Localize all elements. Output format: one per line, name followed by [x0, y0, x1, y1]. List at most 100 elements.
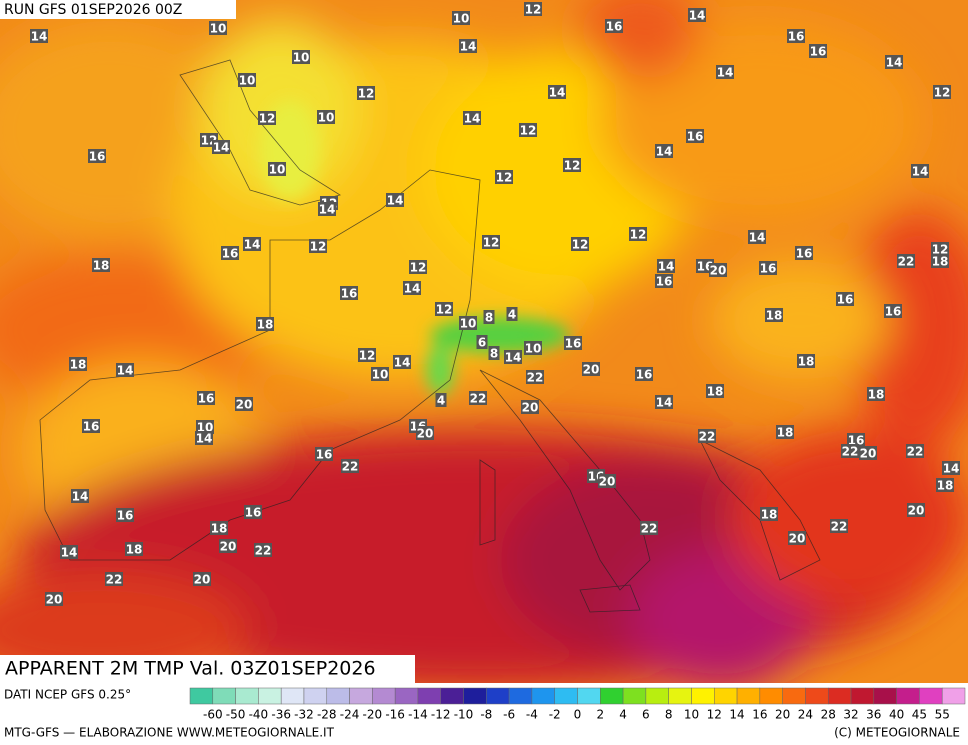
temperature-label: 16: [687, 130, 704, 144]
temperature-label: 18: [766, 309, 783, 323]
colorbar-swatch: [531, 687, 555, 705]
colorbar-swatch: [577, 687, 601, 705]
temperature-label: 16: [837, 293, 854, 307]
label-box: [686, 129, 704, 143]
label-box: [482, 235, 500, 249]
label-box: [548, 85, 566, 99]
temperature-label: 10: [269, 163, 286, 177]
temperature-label: 22: [527, 371, 544, 385]
temperature-label: 16: [89, 150, 106, 164]
label-box: [219, 539, 237, 553]
label-box: [459, 316, 477, 330]
label-box: [657, 259, 675, 273]
temperature-label: 22: [831, 520, 848, 534]
temperature-label: 16: [222, 247, 239, 261]
temperature-label: 20: [194, 573, 211, 587]
colorbar-swatch: [736, 687, 761, 705]
label-box: [483, 310, 495, 324]
label-box: [452, 11, 470, 25]
temperature-label: 12: [436, 303, 453, 317]
colorbar-tick-label: 6: [642, 708, 650, 722]
temperature-label: 14: [749, 231, 766, 245]
label-box: [688, 8, 706, 22]
run-label: RUN GFS 01SEP2026 00Z: [4, 2, 182, 18]
temperature-label: 20: [522, 401, 539, 415]
temperature-label: 20: [789, 532, 806, 546]
temperature-label: 22: [106, 573, 123, 587]
colorbar-swatch: [600, 687, 624, 705]
temperature-label: 12: [410, 261, 427, 275]
label-box: [254, 543, 272, 557]
temperature-label: 14: [658, 260, 675, 274]
colorbar-tick-label: 2: [596, 708, 604, 722]
temperature-label: 20: [908, 504, 925, 518]
label-box: [416, 426, 434, 440]
label-box: [598, 474, 616, 488]
temperature-label: 14: [31, 30, 48, 44]
label-box: [640, 521, 658, 535]
temperature-label: 18: [707, 385, 724, 399]
temperature-label: 16: [656, 275, 673, 289]
colorbar-swatch: [919, 687, 943, 705]
label-box: [526, 370, 544, 384]
temperature-label: 20: [46, 593, 63, 607]
temperature-label: 14: [117, 364, 134, 378]
temperature-label: 14: [656, 396, 673, 410]
temperature-label: 4: [437, 394, 445, 408]
colorbar-tick-label: -10: [454, 708, 474, 722]
label-box: [655, 144, 673, 158]
temperature-label: 16: [341, 287, 358, 301]
label-box: [760, 507, 778, 521]
temperature-label: 16: [245, 506, 262, 520]
temperature-label: 22: [842, 445, 859, 459]
colorbar-swatch: [805, 687, 829, 705]
temperature-label: 12: [934, 86, 951, 100]
label-box: [776, 425, 794, 439]
label-box: [309, 239, 327, 253]
temperature-label: 14: [460, 40, 477, 54]
label-box: [116, 508, 134, 522]
source-label: DATI NCEP GFS 0.25°: [4, 688, 131, 702]
label-box: [243, 237, 261, 251]
label-box: [212, 140, 230, 154]
label-box: [709, 263, 727, 277]
colorbar-swatch: [759, 687, 783, 705]
label-box: [495, 170, 513, 184]
label-box: [69, 357, 87, 371]
label-box: [268, 162, 286, 176]
colorbar-tick-label: -40: [249, 708, 269, 722]
colorbar-tick-label: -32: [294, 708, 314, 722]
label-box: [504, 350, 522, 364]
temperature-label: 14: [505, 351, 522, 365]
label-box: [698, 429, 716, 443]
colorbar-tick-label: 8: [665, 708, 673, 722]
colorbar-tick-label: -50: [226, 708, 246, 722]
label-box: [238, 73, 256, 87]
temperature-label: 18: [211, 522, 228, 536]
temperature-label: 22: [342, 460, 359, 474]
temperature-label: 18: [70, 358, 87, 372]
label-box: [315, 447, 333, 461]
temperature-label: 14: [886, 56, 903, 70]
label-box: [210, 521, 228, 535]
label-box: [235, 397, 253, 411]
temperature-label: 14: [404, 282, 421, 296]
label-box: [836, 292, 854, 306]
label-box: [488, 346, 500, 360]
label-box: [357, 86, 375, 100]
colorbar-tick-label: -28: [317, 708, 337, 722]
label-box: [942, 461, 960, 475]
colorbar-swatch: [554, 687, 578, 705]
label-box: [409, 260, 427, 274]
temperature-label: 14: [943, 462, 960, 476]
temperature-label: 20: [417, 427, 434, 441]
temperature-label: 12: [358, 87, 375, 101]
label-box: [564, 336, 582, 350]
temperature-label: 10: [453, 12, 470, 26]
label-box: [797, 354, 815, 368]
colorbar-swatch: [189, 687, 214, 705]
temperature-label: 14: [213, 141, 230, 155]
label-box: [125, 542, 143, 556]
temperature-label: 14: [689, 9, 706, 23]
label-box: [936, 478, 954, 492]
